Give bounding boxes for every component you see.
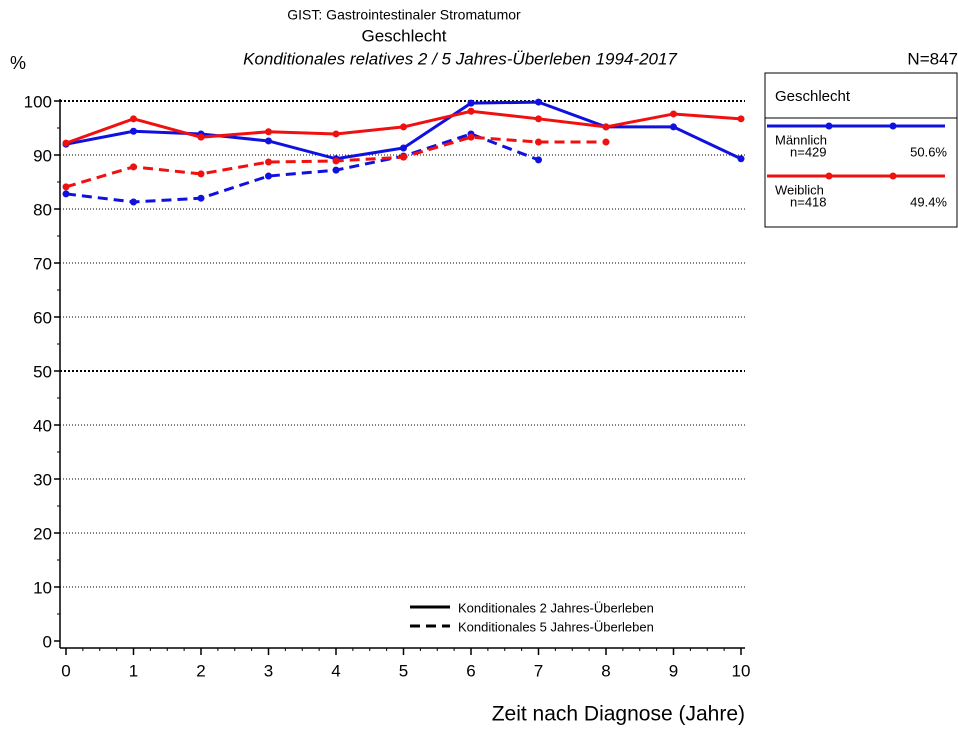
chart-title: GIST: Gastrointestinaler Stromatumor bbox=[287, 7, 521, 23]
data-point bbox=[62, 139, 70, 147]
data-point bbox=[62, 190, 70, 198]
legend-share: 50.6% bbox=[910, 144, 947, 159]
data-point bbox=[467, 107, 475, 115]
y-tick-label: 0 bbox=[43, 632, 52, 651]
y-tick-label: 30 bbox=[33, 470, 52, 489]
legend-label: Männlich bbox=[775, 132, 827, 147]
data-point bbox=[197, 170, 205, 178]
y-tick-label: 20 bbox=[33, 524, 52, 543]
y-tick-label: 80 bbox=[33, 200, 52, 219]
data-point bbox=[737, 115, 745, 123]
data-point bbox=[602, 138, 610, 146]
data-point bbox=[332, 166, 340, 174]
data-point bbox=[535, 98, 542, 106]
data-point bbox=[400, 123, 407, 131]
legend-marker bbox=[825, 172, 833, 180]
total-count: N=847 bbox=[907, 49, 958, 68]
legend-count: n=418 bbox=[790, 194, 827, 209]
x-tick-label: 5 bbox=[399, 661, 408, 680]
legend-count: n=429 bbox=[790, 144, 827, 159]
style-legend-label: Konditionales 2 Jahres-Überleben bbox=[458, 600, 654, 615]
x-tick-label: 9 bbox=[669, 661, 678, 680]
x-tick-label: 7 bbox=[534, 661, 543, 680]
chart-subtitle: Geschlecht bbox=[361, 26, 446, 45]
y-tick-label: 60 bbox=[33, 308, 52, 327]
y-tick-label: 50 bbox=[33, 362, 52, 381]
data-point bbox=[62, 183, 70, 191]
data-point bbox=[467, 133, 475, 141]
data-point bbox=[535, 156, 542, 164]
legend-marker bbox=[889, 122, 897, 130]
legend-box bbox=[764, 72, 958, 228]
data-point bbox=[602, 123, 610, 131]
data-point bbox=[332, 157, 340, 165]
y-tick-label: 40 bbox=[33, 416, 52, 435]
x-tick-label: 2 bbox=[196, 661, 205, 680]
data-point bbox=[467, 99, 475, 107]
data-point bbox=[400, 153, 407, 161]
y-tick-label: 90 bbox=[33, 146, 52, 165]
chart-subtitle: Konditionales relatives 2 / 5 Jahres-Übe… bbox=[243, 49, 677, 68]
data-point bbox=[265, 128, 272, 136]
data-point bbox=[265, 172, 272, 180]
data-point bbox=[130, 198, 137, 206]
x-tick-label: 3 bbox=[264, 661, 273, 680]
legend-label: Weiblich bbox=[775, 182, 824, 197]
series-line bbox=[65, 132, 540, 204]
x-tick-label: 8 bbox=[601, 661, 610, 680]
x-tick-label: 4 bbox=[331, 661, 340, 680]
data-point bbox=[130, 127, 137, 135]
x-tick-label: 0 bbox=[61, 661, 70, 680]
y-tick-label: 70 bbox=[33, 254, 52, 273]
legend-share: 49.4% bbox=[910, 194, 947, 209]
legend-title: Geschlecht bbox=[775, 88, 851, 105]
data-point bbox=[670, 123, 677, 131]
x-tick-label: 6 bbox=[466, 661, 475, 680]
x-axis-label: Zeit nach Diagnose (Jahre) bbox=[492, 703, 745, 726]
data-point bbox=[332, 130, 340, 138]
style-legend-label: Konditionales 5 Jahres-Überleben bbox=[458, 619, 654, 634]
data-point bbox=[130, 115, 137, 123]
data-point bbox=[737, 155, 745, 163]
legend-marker bbox=[889, 172, 897, 180]
x-tick-label: 10 bbox=[732, 661, 751, 680]
data-point bbox=[265, 158, 272, 166]
data-point bbox=[535, 115, 542, 123]
data-point bbox=[400, 144, 407, 152]
x-tick-label: 1 bbox=[129, 661, 138, 680]
y-tick-label: 10 bbox=[33, 578, 52, 597]
data-point bbox=[670, 110, 677, 118]
legend-marker bbox=[825, 122, 833, 130]
y-tick-label: 100 bbox=[24, 92, 52, 111]
data-point bbox=[535, 138, 542, 146]
y-axis-label: % bbox=[10, 53, 26, 73]
data-point bbox=[130, 163, 137, 171]
data-point bbox=[197, 194, 205, 202]
data-point bbox=[197, 133, 205, 141]
data-point bbox=[265, 137, 272, 145]
